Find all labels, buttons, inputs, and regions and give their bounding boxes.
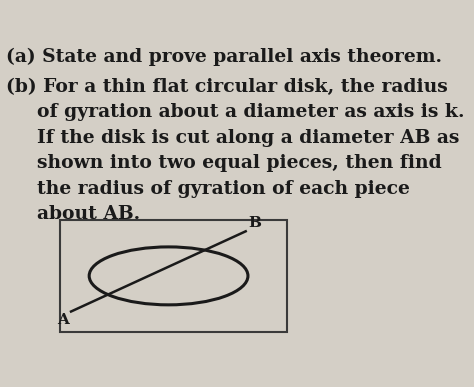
Text: (b) For a thin flat circular disk, the radius: (b) For a thin flat circular disk, the r… xyxy=(6,78,448,96)
Text: A: A xyxy=(57,313,69,327)
Text: If the disk is cut along a diameter AB as: If the disk is cut along a diameter AB a… xyxy=(36,128,459,147)
Text: shown into two equal pieces, then find: shown into two equal pieces, then find xyxy=(36,154,441,172)
Text: about AB.: about AB. xyxy=(36,205,140,223)
Text: of gyration about a diameter as axis is k.: of gyration about a diameter as axis is … xyxy=(36,103,464,121)
Text: B: B xyxy=(248,216,261,230)
Text: the radius of gyration of each piece: the radius of gyration of each piece xyxy=(36,180,410,198)
Bar xyxy=(60,220,286,332)
Text: (a) State and prove parallel axis theorem.: (a) State and prove parallel axis theore… xyxy=(6,48,442,66)
